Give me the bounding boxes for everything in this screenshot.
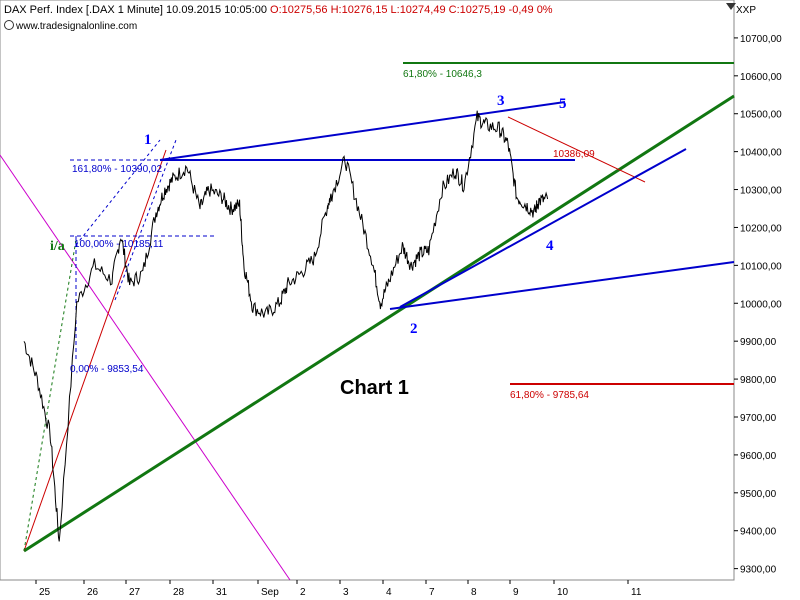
source-url[interactable]: www.tradesignalonline.com <box>4 20 137 32</box>
chart-menu-arrow-icon[interactable] <box>726 3 736 10</box>
x-tick-label: 25 <box>39 587 51 598</box>
fib-label-green-61: 61,80% - 10646,3 <box>403 69 482 80</box>
wave-label-5: 5 <box>559 96 567 112</box>
x-tick-label: 3 <box>343 587 349 598</box>
header-instrument: DAX Perf. Index [.DAX <box>4 4 115 16</box>
fib-label-161: 161,80% - 10390,02 <box>72 164 163 175</box>
blue-dashed-line-1 <box>75 139 161 246</box>
wave-label-1: 1 <box>144 132 152 148</box>
x-tick-label: 28 <box>173 587 185 598</box>
wave-label-2: 2 <box>410 321 418 337</box>
fib-label-red-61: 61,80% - 9785,64 <box>510 390 589 401</box>
blue-upper-channel <box>159 101 566 161</box>
header-interval: 1 Minute] <box>117 4 163 16</box>
blue-dashed-line-2 <box>114 139 177 301</box>
symbol-label: XXP <box>735 5 756 16</box>
blue-lower-channel <box>389 261 735 310</box>
y-tick-label: 10300,00 <box>740 186 782 197</box>
y-tick-label: 10600,00 <box>740 72 782 83</box>
x-tick-label: 7 <box>429 587 435 598</box>
blue-wave-2-4-line <box>399 148 687 308</box>
y-tick-label: 9600,00 <box>740 451 777 462</box>
wave-label-ia: i/a <box>50 239 65 254</box>
y-tick-label: 10100,00 <box>740 261 782 272</box>
fib-label-0: 0,00% - 9853,54 <box>70 364 144 375</box>
header-ohlc: O:10275,56 H:10276,15 L:10274,49 C:10275… <box>270 4 553 16</box>
wave-label-4: 4 <box>546 238 554 254</box>
x-tick-label: 8 <box>471 587 477 598</box>
magenta-trendline <box>0 154 291 581</box>
plot-area <box>0 0 735 581</box>
y-tick-label: 9300,00 <box>740 565 777 576</box>
clock-icon <box>4 20 14 30</box>
chart-header: DAX Perf. Index [.DAX 1 Minute] 10.09.20… <box>4 4 553 16</box>
x-tick-label: 26 <box>87 587 99 598</box>
trend-lines <box>0 62 735 581</box>
green-dashed-line <box>23 239 77 552</box>
chart-title: Chart 1 <box>340 377 409 399</box>
x-tick-label: 27 <box>129 587 141 598</box>
y-tick-label: 9500,00 <box>740 489 777 500</box>
red-trendline-1 <box>23 149 167 552</box>
y-tick-label: 10000,00 <box>740 299 782 310</box>
y-tick-label: 10700,00 <box>740 34 782 45</box>
y-tick-label: 9400,00 <box>740 527 777 538</box>
price-series <box>23 110 549 542</box>
fib-label-100: 100,00% - 10185,11 <box>74 239 164 250</box>
y-axis: 9300,00 9400,00 9500,00 9600,00 9700,00 9800,… <box>734 34 782 576</box>
red-trendline-2 <box>507 116 646 183</box>
x-axis: 25 26 27 28 31 Sep 2 3 4 7 8 9 10 11 <box>35 580 642 598</box>
wave-label-3: 3 <box>497 93 505 109</box>
x-tick-label: 2 <box>300 587 306 598</box>
x-tick-label: 4 <box>386 587 392 598</box>
y-tick-label: 9700,00 <box>740 413 777 424</box>
header-datetime: 10.09.2015 10:05:00 <box>166 4 267 16</box>
x-tick-label: 11 <box>631 587 642 598</box>
y-tick-label: 9900,00 <box>740 337 777 348</box>
green-trendline <box>23 94 735 553</box>
x-tick-label: 31 <box>216 587 228 598</box>
source-url-text: www.tradesignalonline.com <box>16 21 138 32</box>
y-tick-label: 10200,00 <box>740 223 782 234</box>
fib-label-red-target: 10386,09 <box>553 149 595 160</box>
y-tick-label: 10400,00 <box>740 148 782 159</box>
x-tick-label: Sep <box>261 587 279 598</box>
y-tick-label: 9800,00 <box>740 375 777 386</box>
y-tick-label: 10500,00 <box>740 110 782 121</box>
x-tick-label: 9 <box>513 587 519 598</box>
x-tick-label: 10 <box>557 587 569 598</box>
